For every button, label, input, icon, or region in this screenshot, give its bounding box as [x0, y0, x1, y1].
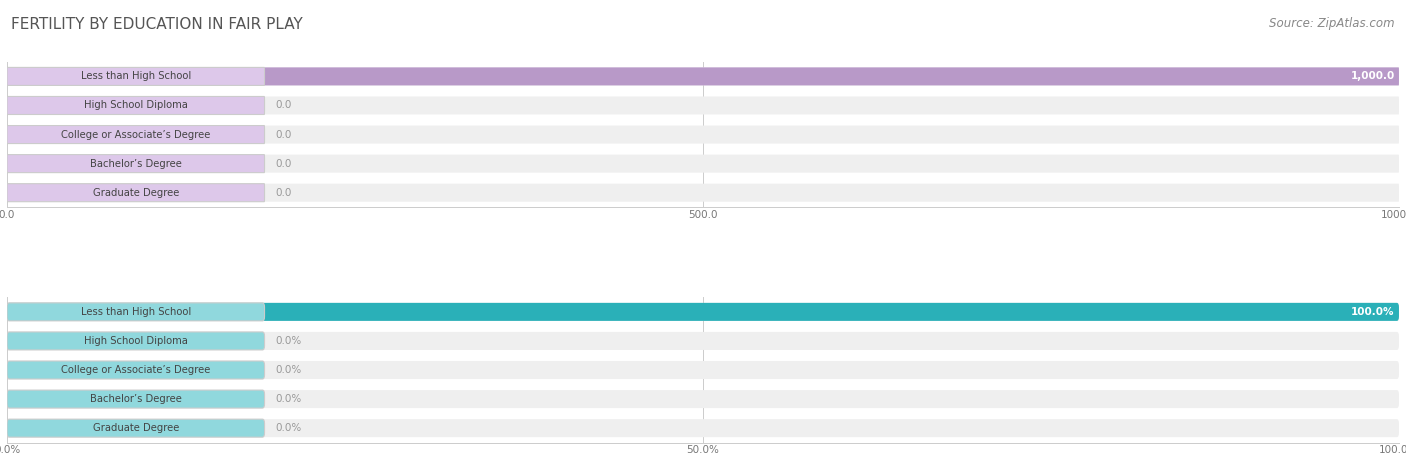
Text: 0.0%: 0.0% — [276, 365, 302, 375]
FancyBboxPatch shape — [7, 390, 264, 408]
Text: 0.0: 0.0 — [276, 129, 292, 139]
FancyBboxPatch shape — [7, 419, 1399, 437]
FancyBboxPatch shape — [7, 390, 1399, 408]
Text: Bachelor’s Degree: Bachelor’s Degree — [90, 159, 181, 169]
FancyBboxPatch shape — [7, 97, 264, 115]
FancyBboxPatch shape — [7, 97, 1399, 115]
FancyBboxPatch shape — [7, 126, 264, 144]
Text: 0.0: 0.0 — [276, 188, 292, 198]
FancyBboxPatch shape — [7, 332, 1399, 350]
Text: College or Associate’s Degree: College or Associate’s Degree — [60, 365, 211, 375]
FancyBboxPatch shape — [7, 155, 264, 173]
Text: Graduate Degree: Graduate Degree — [93, 188, 179, 198]
Text: College or Associate’s Degree: College or Associate’s Degree — [60, 129, 211, 139]
FancyBboxPatch shape — [7, 303, 1399, 321]
FancyBboxPatch shape — [7, 303, 264, 321]
Text: Graduate Degree: Graduate Degree — [93, 423, 179, 433]
FancyBboxPatch shape — [7, 419, 264, 437]
Text: Source: ZipAtlas.com: Source: ZipAtlas.com — [1270, 17, 1395, 30]
FancyBboxPatch shape — [7, 68, 264, 85]
FancyBboxPatch shape — [7, 361, 1399, 379]
FancyBboxPatch shape — [7, 184, 1399, 202]
Text: High School Diploma: High School Diploma — [84, 336, 188, 346]
Text: 1,000.0: 1,000.0 — [1351, 71, 1395, 81]
FancyBboxPatch shape — [7, 126, 1399, 144]
FancyBboxPatch shape — [7, 184, 264, 202]
FancyBboxPatch shape — [7, 361, 264, 379]
Text: 0.0%: 0.0% — [276, 394, 302, 404]
Text: 0.0%: 0.0% — [276, 423, 302, 433]
Text: High School Diploma: High School Diploma — [84, 100, 188, 110]
FancyBboxPatch shape — [7, 332, 264, 350]
Text: 0.0: 0.0 — [276, 159, 292, 169]
Text: Less than High School: Less than High School — [80, 71, 191, 81]
FancyBboxPatch shape — [7, 303, 1399, 321]
Text: Bachelor’s Degree: Bachelor’s Degree — [90, 394, 181, 404]
FancyBboxPatch shape — [7, 68, 1399, 85]
FancyBboxPatch shape — [7, 155, 1399, 173]
FancyBboxPatch shape — [7, 68, 1399, 85]
Text: 0.0: 0.0 — [276, 100, 292, 110]
Text: FERTILITY BY EDUCATION IN FAIR PLAY: FERTILITY BY EDUCATION IN FAIR PLAY — [11, 17, 304, 32]
Text: Less than High School: Less than High School — [80, 307, 191, 317]
Text: 100.0%: 100.0% — [1351, 307, 1395, 317]
Text: 0.0%: 0.0% — [276, 336, 302, 346]
